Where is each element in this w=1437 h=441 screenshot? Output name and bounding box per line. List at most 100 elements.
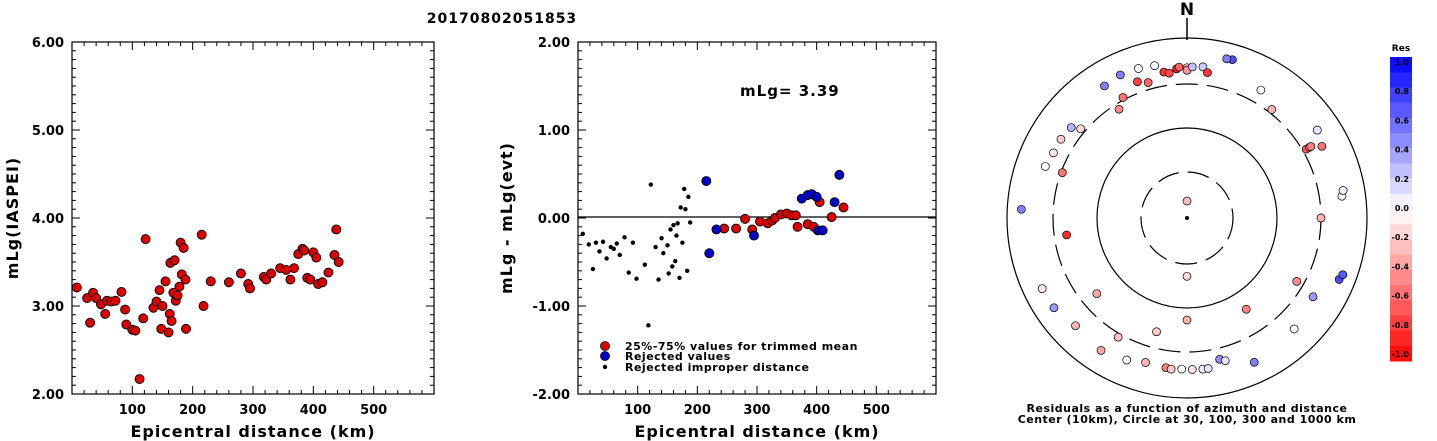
colorbar-label: -0.6 [1392, 292, 1410, 301]
station-residual-marker [1316, 213, 1326, 223]
y-tick-label: 5.00 [32, 124, 64, 139]
residual-point-improper [687, 220, 693, 225]
residual-point-improper [586, 242, 591, 247]
magnitude-point [134, 374, 145, 384]
colorbar-cell [1390, 209, 1412, 225]
residual-points [580, 169, 849, 328]
y-tick-label: -2.00 [533, 388, 570, 403]
magnitude-point [223, 277, 234, 288]
station-residual-marker [1306, 142, 1316, 151]
x-tick-label: 200 [684, 403, 711, 418]
x-tick-label: 100 [119, 403, 146, 418]
residual-point-improper [604, 256, 609, 261]
station-residual-marker [1187, 365, 1197, 374]
magnitude-xlabel: Epicentral distance (km) [130, 422, 375, 441]
y-tick-label: -1.00 [533, 300, 570, 315]
residual-point-improper [611, 246, 616, 251]
y-tick-label: 6.00 [32, 36, 64, 51]
residual-point-improper [659, 236, 664, 241]
station-residual-marker [1134, 64, 1143, 73]
residual-point-improper [683, 207, 688, 212]
station-residual-marker [1198, 62, 1208, 72]
residual-point-improper [653, 244, 658, 250]
station-residual-marker [1133, 77, 1142, 87]
station-residual-marker [1203, 364, 1213, 373]
colorbar-cell [1390, 72, 1412, 88]
colorbar-cell [1390, 224, 1412, 240]
station-residual-marker [1096, 346, 1106, 355]
residual-point-improper [673, 258, 678, 264]
residual-point-improper [590, 266, 596, 272]
colorbar-label: -0.8 [1392, 321, 1410, 330]
colorbar-label: -0.4 [1392, 262, 1410, 271]
magnitude-point [323, 267, 334, 278]
magnitude-point [331, 224, 342, 235]
residual-point-improper [682, 186, 687, 192]
station-residual-marker [1312, 125, 1322, 135]
magnitude-point [140, 234, 151, 245]
residual-point [701, 176, 712, 186]
colorbar-label: -1.0 [1392, 350, 1410, 359]
residual-point-improper [680, 240, 685, 245]
y-tick-label: 4.00 [32, 212, 64, 227]
residual-point-improper [671, 222, 676, 228]
colorbar-cell [1390, 315, 1412, 332]
residual-point-improper [646, 323, 651, 328]
station-residual-marker [1058, 168, 1067, 177]
colorbar-label: 0.4 [1395, 146, 1410, 155]
residual-point [817, 225, 828, 236]
colorbar-cells [1390, 57, 1412, 362]
magnitude-point [317, 277, 328, 288]
colorbar-title: Res [1392, 44, 1410, 54]
y-tick-label: 1.00 [538, 124, 570, 139]
station-residual-marker [1182, 315, 1192, 325]
magnitude-point [333, 257, 344, 267]
station-residual-marker [1150, 61, 1159, 71]
colorbar-cell [1390, 178, 1412, 195]
polar-caption-line1: Residuals as a function of azimuth and d… [1027, 402, 1348, 415]
y-tick-label: 2.00 [538, 36, 570, 51]
station-residual-marker [1017, 204, 1026, 214]
x-tick-label: 300 [743, 403, 770, 418]
station-residual-marker [1338, 186, 1348, 195]
figure-title: 20170802051853 [427, 11, 577, 27]
station-residual-marker [1092, 289, 1102, 299]
azimuth-panel: N Residuals as a function of azimuth and… [1006, 0, 1368, 426]
x-tick-label: 300 [239, 403, 266, 418]
station-residual-marker [1177, 364, 1187, 374]
north-label: N [1180, 0, 1194, 20]
epicenter-dot [1185, 216, 1189, 220]
magnitude-point [130, 325, 141, 336]
magnitude-point [138, 313, 149, 324]
station-residual-marker [1164, 68, 1174, 78]
colorbar-cell [1390, 300, 1412, 316]
magnitude-point [157, 301, 168, 311]
residual-point-improper [675, 221, 680, 226]
residual-point-improper [614, 241, 619, 246]
colorbar-cell [1390, 163, 1412, 180]
station-residual-marker [1113, 332, 1123, 342]
colorbar-label: 1.0 [1395, 58, 1410, 67]
residual-panel: Epicentral distance (km) mLg - mLg(evt) … [497, 36, 937, 441]
x-tick-label: 400 [803, 403, 830, 418]
residual-point [740, 213, 751, 224]
residual-point-improper [597, 249, 602, 254]
magnitude-point [169, 255, 180, 266]
station-residual-marker [1174, 62, 1184, 72]
magnitude-point [154, 285, 165, 296]
legend-marker-trimmed [600, 341, 610, 351]
magnitude-point [174, 281, 185, 292]
residual-ylabel: mLg - mLg(evt) [497, 142, 516, 294]
station-residual-marker [1241, 304, 1251, 314]
station-residual-marker [1289, 324, 1299, 334]
residual-point-improper [661, 251, 666, 256]
colorbar-cell [1390, 269, 1412, 286]
circle-30km [1140, 171, 1234, 265]
station-residual-marker [1037, 284, 1047, 293]
colorbar-label: 0.6 [1395, 116, 1410, 125]
station-residual-marker [1220, 356, 1230, 366]
station-residual-marker [1066, 123, 1076, 132]
station-residual-marker [1122, 355, 1132, 365]
magnitude-point [85, 317, 96, 328]
